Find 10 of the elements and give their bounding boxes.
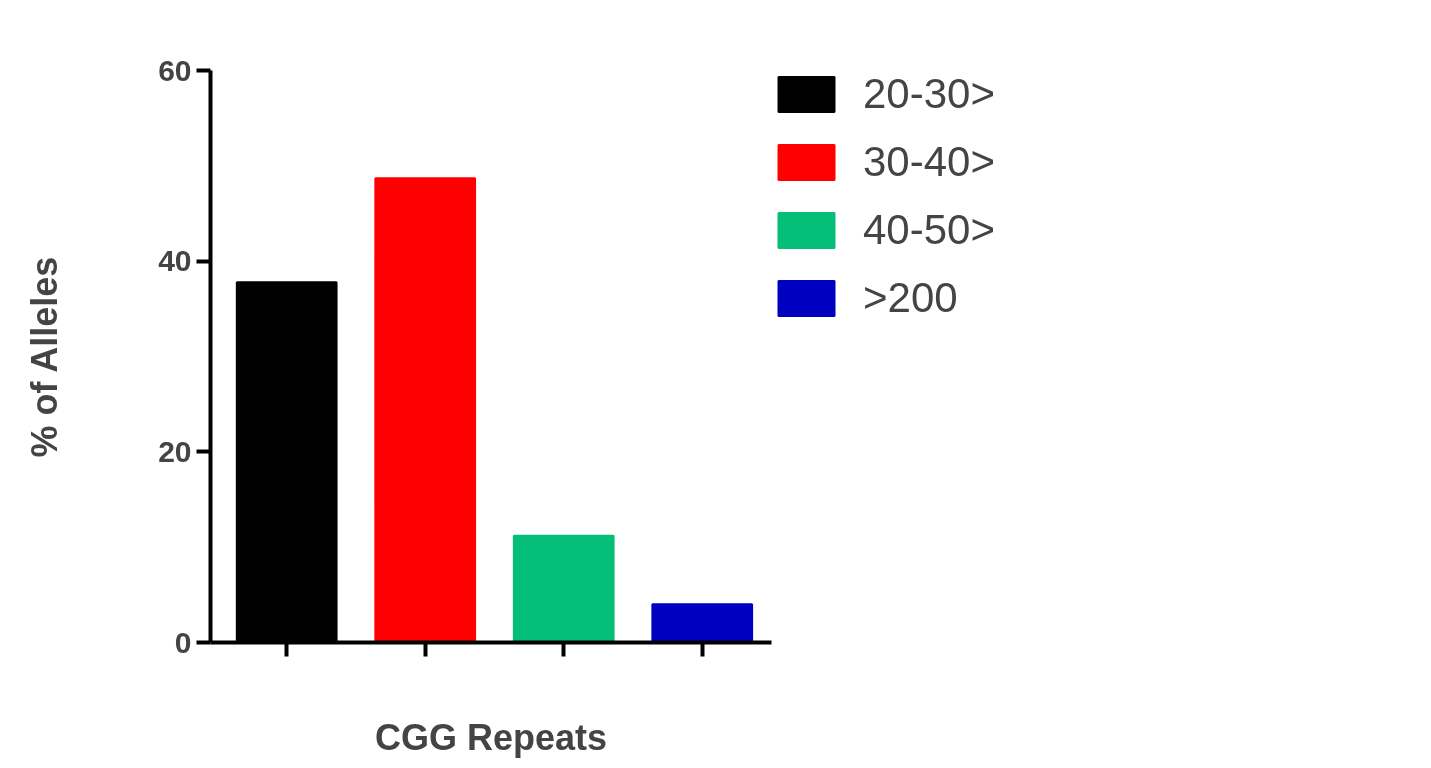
y-axis-title: % of Alleles — [24, 256, 66, 458]
y-tick-label: 20 — [158, 434, 192, 468]
y-tick-label: 0 — [174, 625, 192, 659]
legend-label: 30-40> — [863, 138, 995, 186]
x-axis-title: CGG Repeats — [374, 716, 608, 758]
legend-label: 20-30> — [863, 70, 995, 118]
legend-label: >200 — [863, 274, 958, 322]
y-tick-label: 40 — [158, 244, 192, 278]
y-tick-label: 60 — [158, 53, 192, 87]
legend-label: 40-50> — [863, 206, 995, 254]
